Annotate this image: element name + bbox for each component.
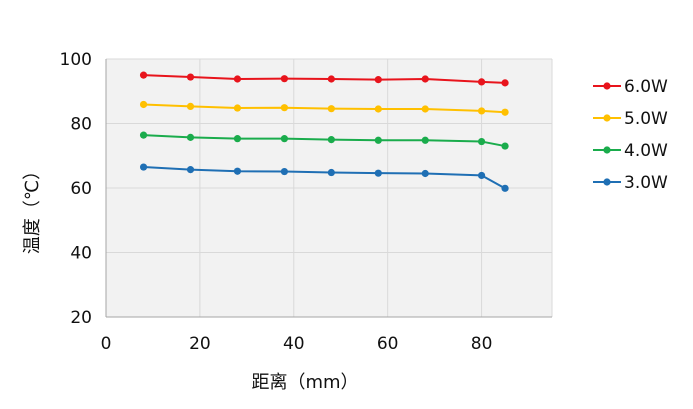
data-series xyxy=(139,71,509,192)
x-tick-label: 60 xyxy=(377,334,399,354)
data-point xyxy=(233,75,242,83)
data-point xyxy=(477,107,486,115)
data-point xyxy=(374,169,382,177)
data-point xyxy=(233,167,242,175)
legend-label: 6.0W xyxy=(624,77,668,97)
data-point xyxy=(327,168,335,177)
data-point xyxy=(233,104,242,112)
data-point xyxy=(421,75,429,83)
y-tick-label: 20 xyxy=(70,308,92,328)
data-point xyxy=(477,171,486,180)
data-point xyxy=(477,137,486,146)
data-point xyxy=(327,105,335,113)
y-axis-title: 温度（℃） xyxy=(22,162,43,254)
y-tick-label: 40 xyxy=(70,244,92,264)
x-tick-label: 20 xyxy=(189,334,211,354)
data-point xyxy=(327,136,335,144)
data-point xyxy=(280,167,288,176)
data-point xyxy=(233,135,242,143)
data-point xyxy=(186,73,195,81)
data-point xyxy=(421,105,429,113)
legend-label: 3.0W xyxy=(624,173,668,193)
x-tick-label: 0 xyxy=(101,334,112,354)
data-point xyxy=(186,166,195,174)
x-axis-title: 距离（mm） xyxy=(251,372,358,393)
y-tick-label: 60 xyxy=(70,179,92,199)
data-point xyxy=(327,75,335,83)
legend-swatch-marker xyxy=(603,146,611,154)
y-tick-label: 100 xyxy=(60,50,92,70)
data-point xyxy=(374,136,382,144)
x-tick-label: 80 xyxy=(471,334,493,354)
data-point xyxy=(139,71,148,79)
data-point xyxy=(139,163,148,171)
data-point xyxy=(139,100,148,109)
grid-lines xyxy=(106,58,553,317)
axes xyxy=(105,59,552,318)
legend-label: 4.0W xyxy=(624,141,668,161)
data-point xyxy=(501,79,509,87)
data-point xyxy=(186,102,195,111)
data-point xyxy=(374,76,382,84)
legend-swatch-marker xyxy=(603,82,611,90)
data-point xyxy=(374,105,382,113)
data-point xyxy=(501,184,509,192)
legend-swatch-marker xyxy=(603,114,611,122)
legend: 6.0W 5.0W 4.0W 3.0W xyxy=(593,77,668,193)
data-point xyxy=(280,135,288,143)
legend-label: 5.0W xyxy=(624,109,668,129)
data-point xyxy=(501,108,509,116)
data-point xyxy=(280,75,288,83)
data-point xyxy=(477,78,486,86)
y-tick-label: 80 xyxy=(70,115,92,135)
legend-swatch-marker xyxy=(603,178,611,186)
data-point xyxy=(421,136,429,144)
data-point xyxy=(421,169,429,178)
x-tick-label: 40 xyxy=(283,334,305,354)
data-point xyxy=(280,104,288,112)
data-point xyxy=(186,133,195,141)
tick-labels: 20 40 60 80 100 0 20 40 60 80 xyxy=(60,50,493,354)
data-point xyxy=(139,131,148,139)
data-point xyxy=(501,142,509,150)
